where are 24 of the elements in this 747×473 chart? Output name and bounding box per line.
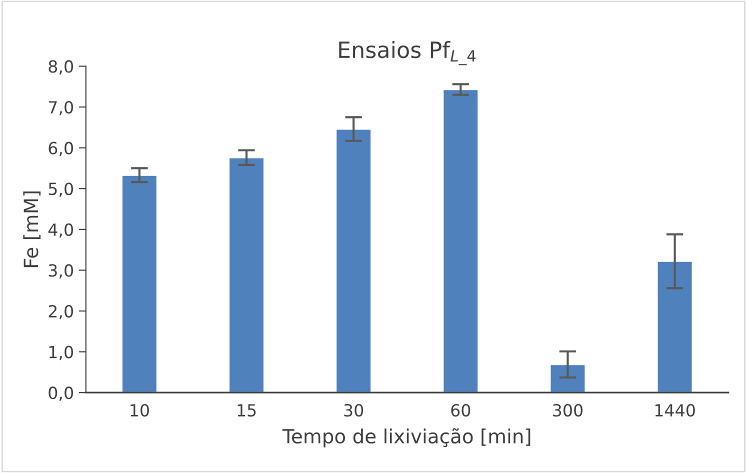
bar — [442, 88, 480, 393]
bar — [121, 174, 158, 393]
y-tick-label: 8,0 — [48, 60, 73, 74]
y-tick-label: 3,0 — [48, 264, 73, 278]
y-tick-label: 1,0 — [49, 346, 73, 360]
x-tick-label: 10 — [130, 404, 149, 417]
bar — [335, 128, 372, 393]
y-tick-label: 7,0 — [48, 100, 73, 116]
y-tick-label: 2,0 — [48, 304, 73, 320]
bar — [549, 364, 586, 393]
y-tick-label: 5,0 — [48, 182, 73, 197]
x-tick-label: 60 — [451, 404, 470, 417]
x-axis-title: Tempo de lixiviação [min] — [282, 428, 530, 448]
x-tick-label: 15 — [238, 404, 256, 417]
chart-title: Ensaios Pf$_{L_4}$ — [339, 41, 476, 66]
y-tick-label: 4,0 — [48, 223, 73, 238]
y-tick-label: 0,0 — [48, 386, 73, 401]
bar — [228, 156, 265, 393]
x-tick-label: 30 — [344, 404, 364, 417]
y-axis-title: Fe [mM] — [23, 192, 41, 268]
x-tick-label: 1440 — [655, 404, 695, 417]
y-tick-label: 6,0 — [48, 142, 73, 156]
bar — [656, 260, 694, 393]
x-tick-label: 300 — [553, 404, 583, 417]
